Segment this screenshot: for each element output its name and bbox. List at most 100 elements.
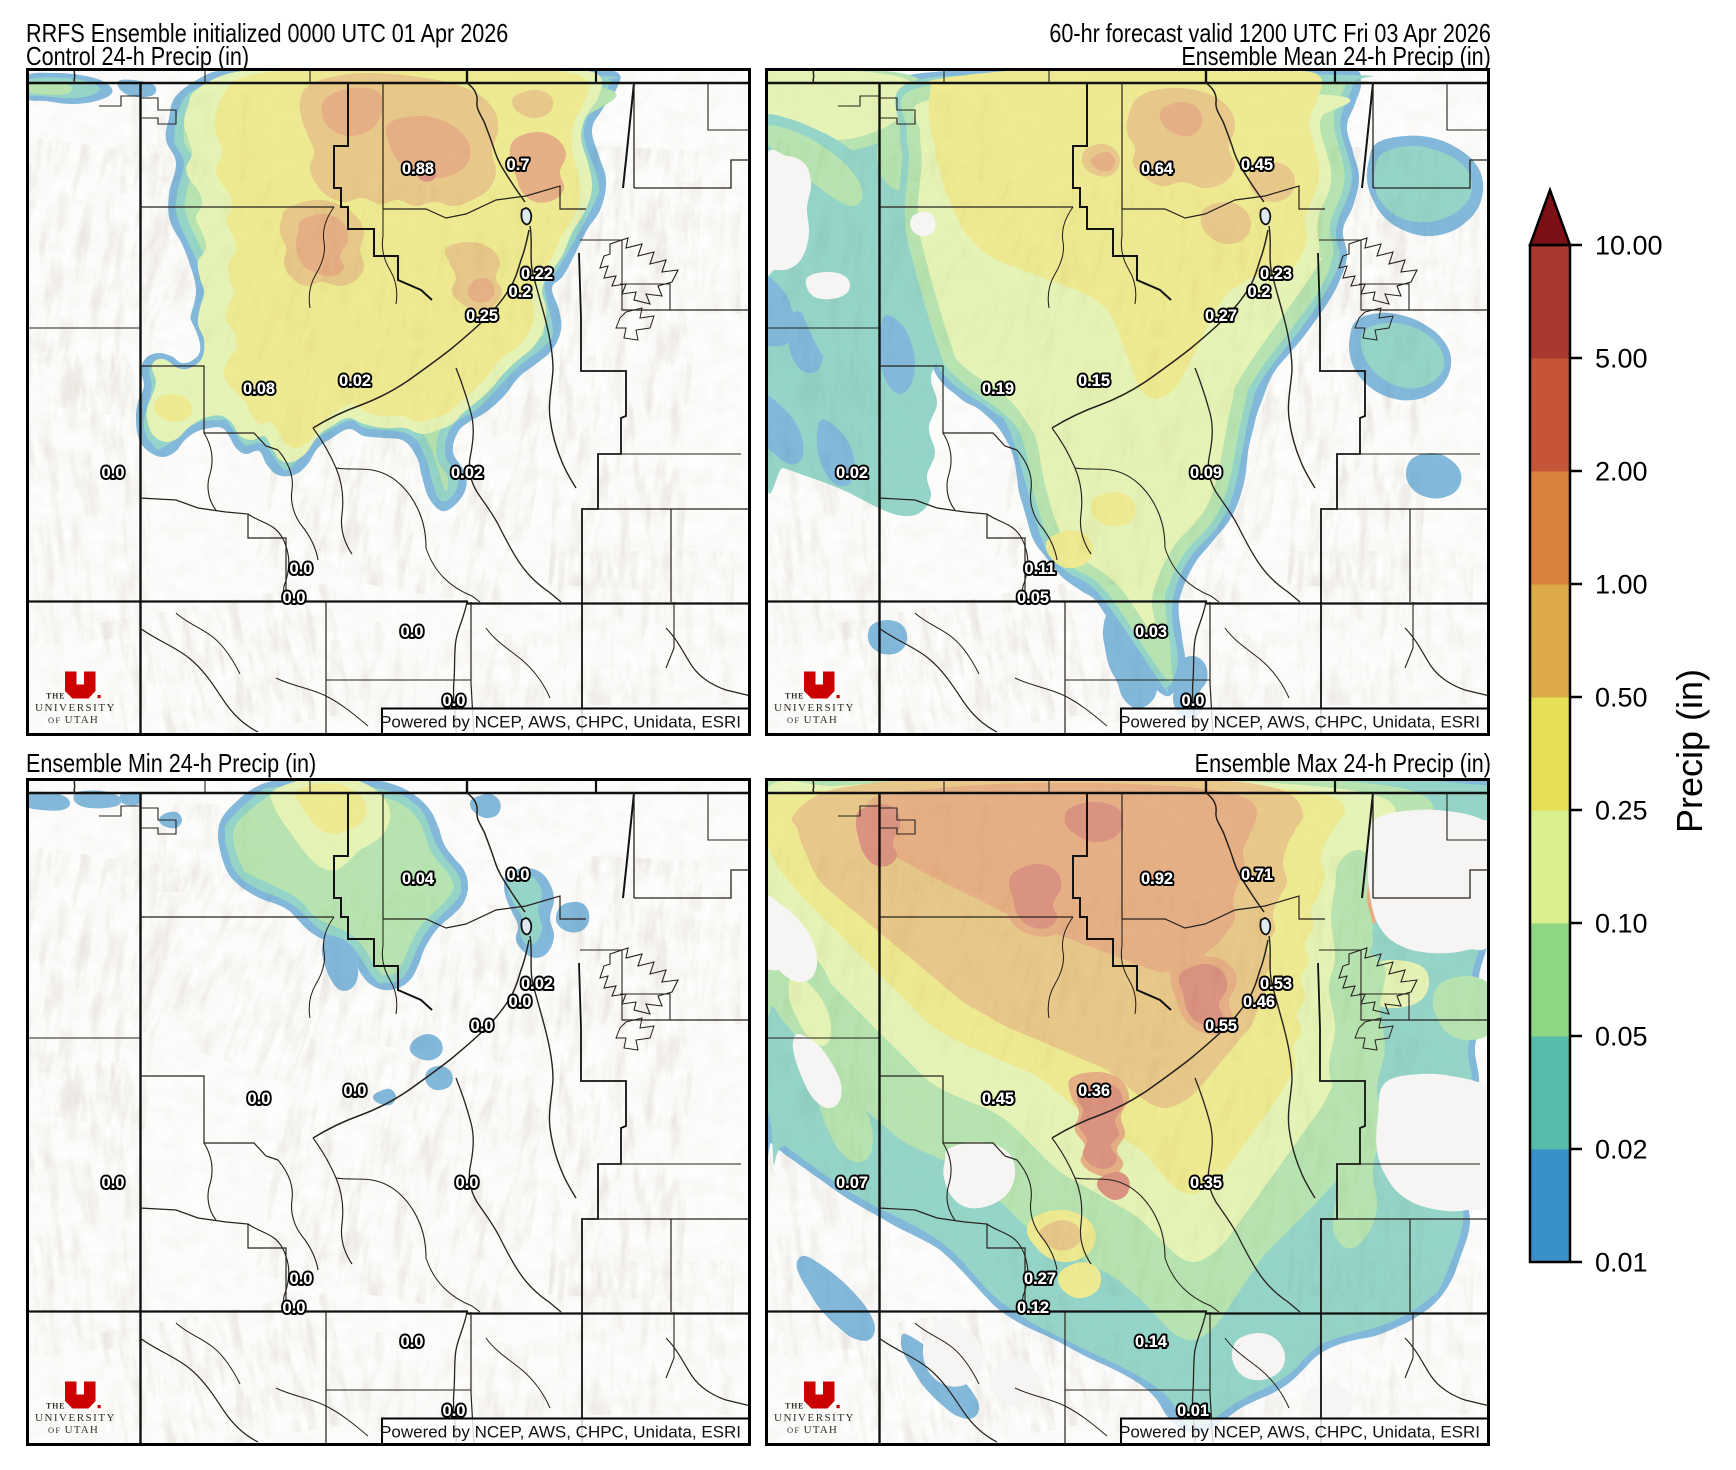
svg-text:0.14: 0.14 <box>1135 1333 1168 1351</box>
svg-text:THE: THE <box>46 692 65 701</box>
svg-text:0.02: 0.02 <box>1595 1135 1648 1165</box>
svg-text:0.7: 0.7 <box>507 156 530 174</box>
svg-text:0.0: 0.0 <box>102 464 125 482</box>
svg-text:0.45: 0.45 <box>1241 156 1273 174</box>
svg-text:0.0: 0.0 <box>401 1333 424 1351</box>
svg-text:0.04: 0.04 <box>402 870 435 888</box>
svg-text:0.0: 0.0 <box>401 1333 424 1351</box>
svg-text:0.0: 0.0 <box>507 866 530 884</box>
svg-text:0.64: 0.64 <box>1141 160 1174 178</box>
svg-text:0.19: 0.19 <box>982 380 1014 398</box>
svg-text:0.07: 0.07 <box>836 1174 868 1192</box>
svg-text:0.23: 0.23 <box>1260 265 1292 283</box>
svg-text:0.2: 0.2 <box>509 283 532 301</box>
svg-text:0.01: 0.01 <box>1177 1402 1209 1420</box>
svg-text:0.2: 0.2 <box>1248 283 1271 301</box>
svg-text:0.27: 0.27 <box>1024 1270 1056 1288</box>
svg-text:UNIVERSITY: UNIVERSITY <box>774 1412 855 1424</box>
svg-text:0.0: 0.0 <box>344 1082 367 1100</box>
svg-text:0.03: 0.03 <box>1135 623 1167 641</box>
svg-text:0.10: 0.10 <box>1595 909 1648 939</box>
svg-text:0.53: 0.53 <box>1260 975 1292 993</box>
svg-text:0.0: 0.0 <box>471 1017 494 1035</box>
svg-text:0.02: 0.02 <box>521 975 553 993</box>
svg-text:0.01: 0.01 <box>1177 1402 1209 1420</box>
svg-text:0.22: 0.22 <box>521 265 553 283</box>
svg-text:Powered by NCEP, AWS, CHPC, Un: Powered by NCEP, AWS, CHPC, Unidata, ESR… <box>1119 1423 1480 1442</box>
svg-text:0.08: 0.08 <box>243 380 275 398</box>
svg-text:0.25: 0.25 <box>466 307 498 325</box>
svg-text:0.45: 0.45 <box>982 1090 1014 1108</box>
svg-text:OF UTAH: OF UTAH <box>787 714 838 726</box>
svg-text:0.02: 0.02 <box>836 464 868 482</box>
svg-text:THE: THE <box>785 692 804 701</box>
svg-text:0.0: 0.0 <box>283 1299 306 1317</box>
svg-text:0.0: 0.0 <box>401 623 424 641</box>
svg-text:0.55: 0.55 <box>1205 1017 1237 1035</box>
svg-text:0.0: 0.0 <box>471 1017 494 1035</box>
svg-text:0.36: 0.36 <box>1078 1082 1110 1100</box>
svg-text:0.0: 0.0 <box>283 1299 306 1317</box>
svg-text:0.05: 0.05 <box>1017 589 1049 607</box>
svg-text:0.0: 0.0 <box>290 1270 313 1288</box>
svg-text:0.0: 0.0 <box>509 993 532 1011</box>
svg-text:0.09: 0.09 <box>1190 464 1222 482</box>
svg-text:0.2: 0.2 <box>1248 283 1271 301</box>
svg-text:0.14: 0.14 <box>1135 1333 1168 1351</box>
svg-text:THE: THE <box>785 1402 804 1411</box>
svg-text:0.04: 0.04 <box>402 870 435 888</box>
svg-text:0.0: 0.0 <box>102 1174 125 1192</box>
svg-text:OF UTAH: OF UTAH <box>48 714 99 726</box>
svg-text:0.27: 0.27 <box>1205 307 1237 325</box>
svg-text:0.88: 0.88 <box>402 160 434 178</box>
svg-text:0.19: 0.19 <box>982 380 1014 398</box>
svg-text:0.35: 0.35 <box>1190 1174 1222 1192</box>
svg-text:OF UTAH: OF UTAH <box>48 1424 99 1436</box>
svg-text:0.11: 0.11 <box>1024 560 1055 578</box>
svg-text:0.0: 0.0 <box>443 1402 466 1420</box>
svg-text:0.0: 0.0 <box>456 1174 479 1192</box>
svg-text:0.45: 0.45 <box>982 1090 1014 1108</box>
svg-text:0.27: 0.27 <box>1205 307 1237 325</box>
svg-text:0.0: 0.0 <box>507 866 530 884</box>
svg-text:0.92: 0.92 <box>1141 870 1173 888</box>
svg-text:0.02: 0.02 <box>451 464 483 482</box>
svg-text:0.02: 0.02 <box>339 372 371 390</box>
svg-text:0.0: 0.0 <box>344 1082 367 1100</box>
svg-text:OF UTAH: OF UTAH <box>787 1424 838 1436</box>
svg-text:0.0: 0.0 <box>443 692 466 710</box>
svg-text:0.92: 0.92 <box>1141 870 1173 888</box>
svg-text:0.07: 0.07 <box>836 1174 868 1192</box>
svg-text:0.12: 0.12 <box>1017 1299 1049 1317</box>
svg-text:0.50: 0.50 <box>1595 683 1648 713</box>
svg-text:1.00: 1.00 <box>1595 570 1648 600</box>
svg-text:0.64: 0.64 <box>1141 160 1174 178</box>
svg-text:0.09: 0.09 <box>1190 464 1222 482</box>
svg-text:0.7: 0.7 <box>507 156 530 174</box>
svg-text:0.0: 0.0 <box>290 560 313 578</box>
svg-text:0.46: 0.46 <box>1243 993 1275 1011</box>
svg-text:0.02: 0.02 <box>451 464 483 482</box>
svg-text:0.15: 0.15 <box>1078 372 1110 390</box>
svg-text:5.00: 5.00 <box>1595 344 1648 374</box>
svg-text:0.02: 0.02 <box>521 975 553 993</box>
svg-text:0.0: 0.0 <box>248 1090 271 1108</box>
svg-text:0.46: 0.46 <box>1243 993 1275 1011</box>
svg-text:0.12: 0.12 <box>1017 1299 1049 1317</box>
svg-text:0.36: 0.36 <box>1078 1082 1110 1100</box>
svg-text:0.88: 0.88 <box>402 160 434 178</box>
svg-text:0.25: 0.25 <box>1595 796 1648 826</box>
svg-text:UNIVERSITY: UNIVERSITY <box>35 1412 116 1424</box>
svg-text:0.45: 0.45 <box>1241 156 1273 174</box>
svg-text:0.02: 0.02 <box>836 464 868 482</box>
svg-text:0.71: 0.71 <box>1241 866 1273 884</box>
svg-text:0.05: 0.05 <box>1595 1022 1648 1052</box>
svg-text:0.55: 0.55 <box>1205 1017 1237 1035</box>
svg-text:0.0: 0.0 <box>290 1270 313 1288</box>
svg-text:0.08: 0.08 <box>243 380 275 398</box>
svg-text:0.0: 0.0 <box>509 993 532 1011</box>
svg-text:Powered by NCEP, AWS, CHPC, Un: Powered by NCEP, AWS, CHPC, Unidata, ESR… <box>380 1423 741 1442</box>
svg-text:0.01: 0.01 <box>1595 1248 1648 1278</box>
svg-text:0.0: 0.0 <box>248 1090 271 1108</box>
svg-text:0.53: 0.53 <box>1260 975 1292 993</box>
